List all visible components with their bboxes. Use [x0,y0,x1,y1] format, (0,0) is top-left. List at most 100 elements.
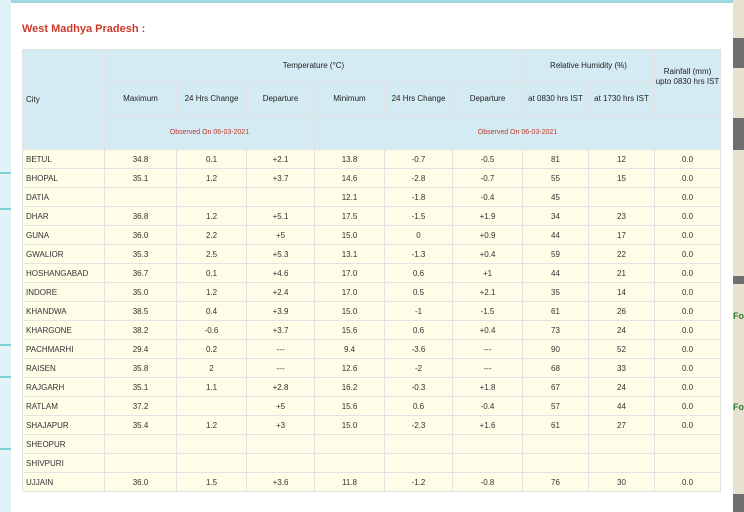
value-cell: +5 [246,396,315,416]
value-cell: 0.0 [654,358,721,378]
value-cell: -1.5 [384,206,453,226]
value-cell: 1.2 [176,415,247,435]
value-cell: 2.2 [176,225,247,245]
value-cell: -0.6 [176,320,247,340]
value-cell [176,396,247,416]
value-cell: 36.0 [104,472,177,492]
value-cell: +3.9 [246,301,315,321]
value-cell: 36.7 [104,263,177,283]
value-cell: 0.0 [654,339,721,359]
weather-table: City Temperature (°C) Relative Humidity … [22,49,721,492]
value-cell: 37.2 [104,396,177,416]
value-cell: 0.0 [654,206,721,226]
value-cell: 35 [522,282,589,302]
value-cell: 33 [588,358,655,378]
header-city: City [22,49,105,150]
value-cell: 15.6 [314,320,385,340]
value-cell: -1.2 [384,472,453,492]
value-cell: 15 [588,168,655,188]
value-cell: 45 [522,187,589,207]
value-cell [588,453,655,473]
value-cell: 38.5 [104,301,177,321]
value-cell: 14 [588,282,655,302]
value-cell: 15.0 [314,225,385,245]
value-cell: 17 [588,225,655,245]
value-cell [246,453,315,473]
table-row: SHAJAPUR 35.4 1.2 +3 15.0 -2.3 +1.6 61 27 0.0 [22,415,721,435]
value-cell: 0.2 [176,339,247,359]
value-cell: 1.2 [176,168,247,188]
side-label: Fo [733,311,744,321]
value-cell: 0.6 [384,396,453,416]
value-cell: 35.4 [104,415,177,435]
value-cell: 1.2 [176,206,247,226]
city-cell: DATIA [22,187,105,207]
table-row: KHANDWA 38.5 0.4 +3.9 15.0 -1 -1.5 61 26 0.0 [22,301,721,321]
city-cell: SHEOPUR [22,434,105,454]
value-cell [314,453,385,473]
table-row: RATLAM 37.2 +5 15.6 0.6 -0.4 57 44 0.0 [22,396,721,416]
value-cell: 9.4 [314,339,385,359]
value-cell: 0.4 [176,301,247,321]
city-cell: BHOPAL [22,168,105,188]
city-cell: INDORE [22,282,105,302]
table-row: RAISEN 35.8 2 --- 12.6 -2 --- 68 33 0.0 [22,358,721,378]
table-row: GWALIOR 35.3 2.5 +5.3 13.1 -1.3 +0.4 59 22 0.0 [22,244,721,264]
value-cell: 1.1 [176,377,247,397]
value-cell: 36.0 [104,225,177,245]
value-cell [452,434,523,454]
value-cell [384,453,453,473]
table-row: SHIVPURI [22,453,721,473]
value-cell: -0.7 [452,168,523,188]
value-cell: 59 [522,244,589,264]
background-right-strip: Fo Fo [733,0,744,512]
value-cell: -2.8 [384,168,453,188]
city-cell: KHANDWA [22,301,105,321]
header-minimum: Minimum [314,81,385,116]
value-cell [246,434,315,454]
header-departure: Departure [452,81,523,116]
value-cell: +0.4 [452,320,523,340]
value-cell: 36.8 [104,206,177,226]
table-row: DHAR 36.8 1.2 +5.1 17.5 -1.5 +1.9 34 23 0.0 [22,206,721,226]
value-cell: 0.1 [176,149,247,169]
header-maximum: Maximum [104,81,177,116]
value-cell: 15.6 [314,396,385,416]
table-row: KHARGONE 38.2 -0.6 +3.7 15.6 0.6 +0.4 73 24 0.0 [22,320,721,340]
value-cell: 26 [588,301,655,321]
value-cell: +5.3 [246,244,315,264]
value-cell: 15.0 [314,415,385,435]
value-cell [104,187,177,207]
value-cell: -2 [384,358,453,378]
value-cell: 0.0 [654,168,721,188]
table-row: GUNA 36.0 2.2 +5 15.0 0 +0.9 44 17 0.0 [22,225,721,245]
value-cell: -1.8 [384,187,453,207]
background-left-strip [0,0,14,512]
value-cell: +3.7 [246,168,315,188]
value-cell: 38.2 [104,320,177,340]
value-cell: -0.3 [384,377,453,397]
value-cell: +1.8 [452,377,523,397]
table-row: BETUL 34.8 0.1 +2.1 13.8 -0.7 -0.5 81 12 0.0 [22,149,721,169]
value-cell: 23 [588,206,655,226]
value-cell: +3.7 [246,320,315,340]
value-cell [452,453,523,473]
value-cell [654,434,721,454]
value-cell: 0.0 [654,396,721,416]
header-temperature: Temperature (°C) [104,49,523,82]
header-rainfall: Rainfall (mm) upto 0830 hrs IST [654,49,721,116]
city-cell: HOSHANGABAD [22,263,105,283]
table-row: DATIA 12.1 -1.8 -0.4 45 0.0 [22,187,721,207]
value-cell: +1.6 [452,415,523,435]
value-cell: 44 [588,396,655,416]
city-cell: BETUL [22,149,105,169]
header-rh-0830: at 0830 hrs IST [522,81,589,116]
city-cell: SHIVPURI [22,453,105,473]
value-cell: +3 [246,415,315,435]
city-cell: RAJGARH [22,377,105,397]
value-cell: +0.9 [452,225,523,245]
value-cell: 24 [588,377,655,397]
value-cell: --- [452,339,523,359]
value-cell: +4.6 [246,263,315,283]
value-cell: 12 [588,149,655,169]
